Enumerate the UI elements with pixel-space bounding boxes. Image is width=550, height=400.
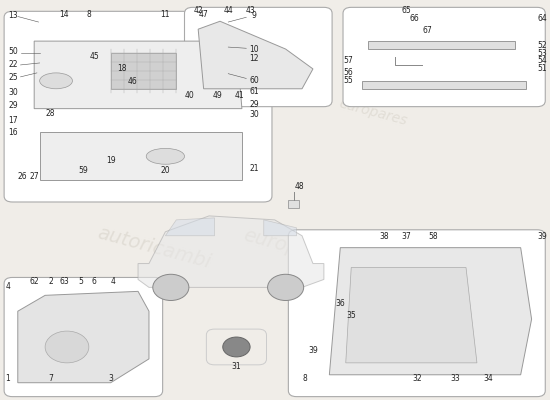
Text: 35: 35 [346, 311, 356, 320]
Text: 47: 47 [199, 10, 208, 19]
Text: 63: 63 [59, 276, 69, 286]
Text: 53: 53 [538, 49, 547, 58]
Text: 8: 8 [86, 10, 91, 19]
Text: 20: 20 [161, 166, 170, 175]
Text: 28: 28 [46, 109, 56, 118]
FancyBboxPatch shape [288, 230, 545, 397]
FancyBboxPatch shape [184, 7, 332, 107]
Text: 67: 67 [423, 26, 433, 35]
FancyBboxPatch shape [206, 329, 267, 365]
Text: europares: europares [337, 97, 409, 128]
Polygon shape [138, 216, 324, 287]
Text: 31: 31 [232, 362, 241, 370]
Text: 39: 39 [308, 346, 318, 356]
Polygon shape [288, 200, 299, 208]
Text: 44: 44 [223, 6, 233, 16]
Text: 55: 55 [344, 76, 353, 85]
Text: 3: 3 [108, 374, 113, 383]
Text: 2: 2 [48, 276, 53, 286]
Text: 16: 16 [9, 128, 18, 137]
Text: 40: 40 [185, 92, 195, 100]
Text: 51: 51 [538, 64, 547, 73]
Text: 19: 19 [106, 156, 116, 165]
Polygon shape [34, 41, 242, 109]
Polygon shape [264, 220, 296, 236]
Text: 59: 59 [79, 166, 88, 175]
Text: 12: 12 [249, 54, 258, 64]
Text: 37: 37 [401, 232, 411, 241]
Circle shape [223, 337, 250, 357]
Ellipse shape [146, 148, 184, 164]
Circle shape [153, 274, 189, 300]
Text: 10: 10 [249, 44, 258, 54]
Text: 30: 30 [9, 88, 18, 97]
Text: 61: 61 [249, 88, 258, 96]
Text: 34: 34 [483, 374, 493, 383]
Text: 9: 9 [251, 11, 256, 20]
Text: 64: 64 [538, 14, 547, 22]
Text: 43: 43 [245, 6, 255, 16]
Text: 18: 18 [117, 64, 126, 74]
Text: 65: 65 [401, 6, 411, 16]
Text: 26: 26 [18, 172, 27, 181]
Text: 4: 4 [6, 282, 10, 291]
Text: 4: 4 [111, 276, 116, 286]
FancyBboxPatch shape [4, 278, 163, 397]
Text: 27: 27 [29, 172, 39, 181]
Circle shape [45, 331, 89, 363]
Text: 58: 58 [428, 232, 438, 241]
Text: 13: 13 [9, 11, 18, 20]
Text: 57: 57 [344, 56, 353, 66]
Text: 6: 6 [92, 276, 97, 286]
Text: europares: europares [241, 226, 341, 270]
Text: 66: 66 [409, 14, 419, 22]
Text: 56: 56 [344, 68, 353, 77]
Text: 11: 11 [161, 10, 170, 19]
Text: autoricambi: autoricambi [96, 223, 213, 272]
Text: 29: 29 [9, 101, 18, 110]
Text: 21: 21 [249, 164, 258, 173]
Text: 62: 62 [29, 276, 39, 286]
Text: 41: 41 [234, 92, 244, 100]
Polygon shape [40, 132, 242, 180]
Text: 60: 60 [249, 76, 259, 85]
Text: 5: 5 [78, 276, 83, 286]
Polygon shape [166, 218, 214, 236]
Text: 52: 52 [538, 41, 547, 50]
Text: 25: 25 [9, 73, 18, 82]
Ellipse shape [40, 73, 73, 89]
Text: 36: 36 [336, 299, 345, 308]
FancyBboxPatch shape [4, 11, 272, 202]
Text: 42: 42 [194, 6, 203, 16]
Text: 50: 50 [9, 46, 18, 56]
Text: 30: 30 [249, 110, 259, 119]
Text: 29: 29 [249, 100, 258, 109]
Polygon shape [367, 41, 515, 49]
Polygon shape [111, 53, 177, 89]
Text: 49: 49 [212, 92, 222, 100]
Text: 32: 32 [412, 374, 422, 383]
Text: 8: 8 [302, 374, 307, 383]
Text: 39: 39 [538, 232, 547, 241]
Text: autoricambi: autoricambi [408, 294, 492, 329]
Text: 22: 22 [9, 60, 18, 70]
Text: 38: 38 [379, 232, 389, 241]
Text: 48: 48 [294, 182, 304, 190]
Polygon shape [362, 81, 526, 89]
Polygon shape [346, 268, 477, 363]
Polygon shape [198, 21, 313, 89]
Text: 46: 46 [128, 77, 138, 86]
Polygon shape [329, 248, 532, 375]
Text: 17: 17 [9, 116, 18, 125]
Text: 7: 7 [48, 374, 53, 383]
Polygon shape [18, 291, 149, 383]
Text: 14: 14 [59, 10, 69, 19]
Text: 33: 33 [450, 374, 460, 383]
Circle shape [268, 274, 304, 300]
FancyBboxPatch shape [343, 7, 545, 107]
Text: 1: 1 [6, 374, 10, 383]
Text: 45: 45 [90, 52, 99, 61]
Text: 54: 54 [538, 56, 547, 66]
